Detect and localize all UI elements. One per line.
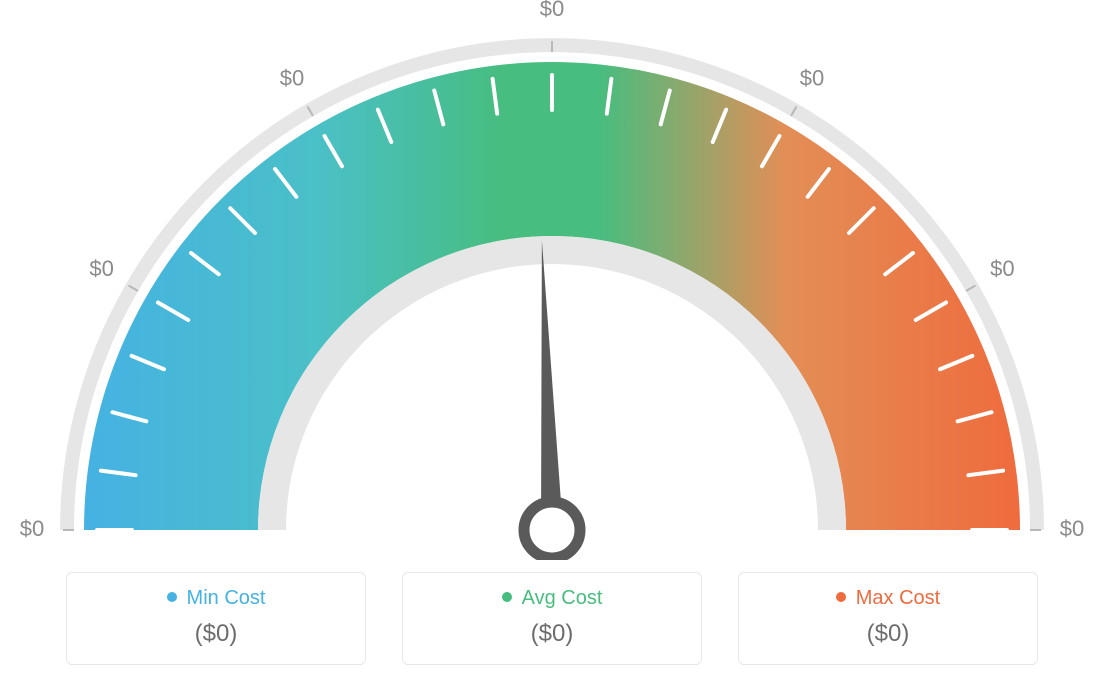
legend-title-text: Avg Cost xyxy=(522,587,603,609)
gauge-scale-label: $0 xyxy=(800,65,824,90)
legend-title: Max Cost xyxy=(757,587,1019,610)
legend-card-avg: Avg Cost ($0) xyxy=(402,572,702,665)
legend-bullet-icon xyxy=(167,592,177,602)
legend-title-text: Max Cost xyxy=(856,587,940,609)
legend-bullet-icon xyxy=(836,592,846,602)
legend-value: ($0) xyxy=(757,620,1019,648)
gauge-scale-label: $0 xyxy=(280,65,304,90)
gauge-scale-label: $0 xyxy=(1060,516,1084,541)
legend-value: ($0) xyxy=(421,620,683,648)
gauge-scale-label: $0 xyxy=(540,0,564,21)
gauge-needle-hub xyxy=(524,502,580,558)
gauge-chart: $0 $0 $0 $0 $0 $0 $0 xyxy=(0,0,1104,560)
legend-title: Avg Cost xyxy=(421,587,683,610)
legend-value: ($0) xyxy=(85,620,347,648)
legend-row: Min Cost ($0) Avg Cost ($0) Max Cost ($0) xyxy=(0,560,1104,665)
legend-card-max: Max Cost ($0) xyxy=(738,572,1038,665)
legend-bullet-icon xyxy=(502,592,512,602)
gauge-scale-label: $0 xyxy=(20,516,44,541)
legend-title: Min Cost xyxy=(85,587,347,610)
gauge-needle xyxy=(541,240,563,530)
gauge-svg: $0 $0 $0 $0 $0 $0 $0 xyxy=(0,0,1104,560)
legend-card-min: Min Cost ($0) xyxy=(66,572,366,665)
gauge-scale-label: $0 xyxy=(990,256,1014,281)
gauge-scale-label: $0 xyxy=(89,256,113,281)
legend-title-text: Min Cost xyxy=(187,587,266,609)
